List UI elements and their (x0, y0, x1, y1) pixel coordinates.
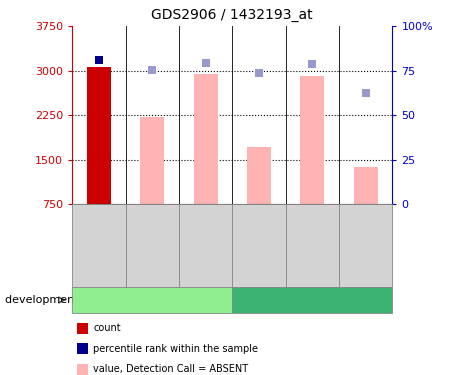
Text: percentile rank within the sample: percentile rank within the sample (93, 344, 258, 354)
Text: embryonic stem cell: embryonic stem cell (96, 295, 209, 305)
Text: development stage: development stage (5, 295, 113, 305)
Text: GSM72627: GSM72627 (201, 219, 211, 272)
Bar (140, 117, 164, 204)
Text: GSM72619: GSM72619 (307, 219, 318, 272)
Bar (354, 167, 377, 204)
Bar (300, 75, 324, 204)
Text: GSM72625: GSM72625 (147, 219, 157, 272)
Bar (193, 74, 217, 204)
Text: GSM72617: GSM72617 (254, 219, 264, 272)
Text: GSM72623: GSM72623 (94, 219, 104, 272)
Text: value, Detection Call = ABSENT: value, Detection Call = ABSENT (93, 364, 249, 374)
Text: count: count (93, 323, 121, 333)
Text: GSM72620: GSM72620 (361, 219, 371, 272)
Bar (87, 67, 111, 204)
Title: GDS2906 / 1432193_at: GDS2906 / 1432193_at (152, 9, 313, 22)
Text: embryoid body: embryoid body (270, 295, 354, 305)
Bar (247, 147, 271, 204)
